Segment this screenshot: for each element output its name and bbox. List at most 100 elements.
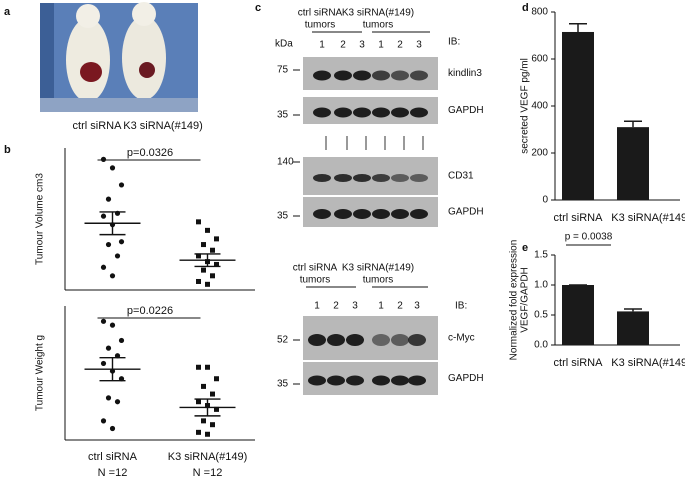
- y-tick-label: 0.5: [534, 310, 548, 321]
- band: [346, 375, 364, 386]
- point: [100, 418, 107, 424]
- point: [210, 422, 215, 428]
- sem-bar: [194, 398, 221, 417]
- lane-number: 1: [314, 301, 320, 312]
- point: [118, 182, 125, 188]
- point: [196, 429, 201, 435]
- band: [327, 334, 345, 346]
- panel-label: b: [4, 144, 11, 156]
- y-axis-label: secreted VEGF pg/ml: [520, 58, 531, 154]
- band: [353, 174, 371, 182]
- ib-label: IB:: [448, 37, 460, 48]
- photo-label: ctrl siRNA: [73, 120, 123, 132]
- band: [313, 209, 331, 219]
- band: [308, 375, 326, 386]
- point: [100, 318, 107, 324]
- bar: [562, 285, 594, 345]
- y-tick-label: 800: [531, 7, 548, 18]
- mouse-photo: [40, 2, 198, 112]
- band: [410, 107, 428, 118]
- point: [201, 418, 206, 424]
- point: [205, 281, 210, 287]
- panel-label: e: [522, 242, 528, 254]
- x-tick-label: K3 siRNA(#149): [611, 212, 685, 224]
- band: [353, 209, 371, 219]
- lane-number: 1: [319, 40, 325, 51]
- band: [391, 209, 409, 219]
- lane-number: 1: [378, 40, 384, 51]
- group-label: tumors: [363, 275, 394, 286]
- antibody-label: kindlin3: [448, 68, 482, 79]
- band: [372, 107, 390, 118]
- point: [114, 399, 121, 405]
- band: [391, 70, 409, 81]
- band: [353, 107, 371, 118]
- point: [205, 431, 210, 437]
- marker-label: 75: [277, 65, 289, 76]
- point: [100, 360, 107, 367]
- x-tick-label: ctrl siRNA: [554, 212, 604, 224]
- point: [196, 399, 201, 405]
- band: [391, 174, 409, 182]
- x-tick-label: K3 siRNA(#149): [168, 451, 247, 463]
- y-tick-label: 0: [542, 195, 548, 206]
- point: [118, 337, 125, 344]
- point: [201, 267, 206, 273]
- y-axis-label: Normalized fold expression: [509, 240, 520, 361]
- y-axis-label: Tumour Volume cm3: [35, 173, 46, 265]
- marker-label: 35: [277, 110, 289, 121]
- n-label: N =12: [98, 467, 128, 477]
- lane-number: 3: [414, 301, 420, 312]
- group-label: tumors: [363, 20, 394, 31]
- sem-bar: [99, 211, 126, 236]
- error-bar: [569, 23, 587, 32]
- lane-number: 3: [359, 40, 365, 51]
- point: [214, 261, 219, 267]
- point: [210, 247, 215, 253]
- antibody-label: CD31: [448, 171, 474, 182]
- ib-label: IB:: [455, 301, 467, 312]
- point: [100, 156, 107, 162]
- group-label: tumors: [300, 275, 331, 286]
- point: [105, 196, 112, 202]
- lane-number: 2: [340, 40, 346, 51]
- group-label: K3 siRNA(#149): [342, 263, 414, 274]
- annotation: p=0.0326: [127, 147, 173, 159]
- group-label: ctrl siRNA: [293, 263, 338, 274]
- band: [372, 174, 390, 182]
- lane-number: 2: [397, 301, 403, 312]
- lane-number: 2: [397, 40, 403, 51]
- band: [410, 174, 428, 182]
- point: [105, 345, 112, 351]
- y-tick-label: 600: [531, 54, 548, 65]
- lane-number: 2: [333, 301, 339, 312]
- band: [334, 209, 352, 219]
- y-axis-label: Tumour Weight g: [35, 335, 46, 411]
- sem-bar: [99, 356, 126, 382]
- error-bar: [624, 308, 642, 312]
- point: [201, 242, 206, 248]
- point: [118, 239, 125, 245]
- point: [105, 395, 112, 401]
- band: [308, 334, 326, 346]
- marker-label: 52: [277, 335, 289, 346]
- n-label: N =12: [193, 467, 223, 477]
- antibody-label: GAPDH: [448, 373, 484, 384]
- y-tick-label: 400: [531, 101, 548, 112]
- point: [100, 213, 107, 219]
- x-tick-label: ctrl siRNA: [554, 357, 604, 369]
- band: [391, 334, 409, 346]
- annotation: p = 0.0038: [565, 232, 613, 243]
- band: [391, 107, 409, 118]
- band: [410, 70, 428, 81]
- marker-label: 140: [277, 157, 294, 168]
- annotation: p=0.0226: [127, 305, 173, 317]
- band: [346, 334, 364, 346]
- point: [109, 322, 116, 328]
- sem-bar: [194, 253, 221, 268]
- band: [313, 174, 331, 182]
- band: [391, 375, 409, 386]
- lane-number: 3: [416, 40, 422, 51]
- band: [327, 375, 345, 386]
